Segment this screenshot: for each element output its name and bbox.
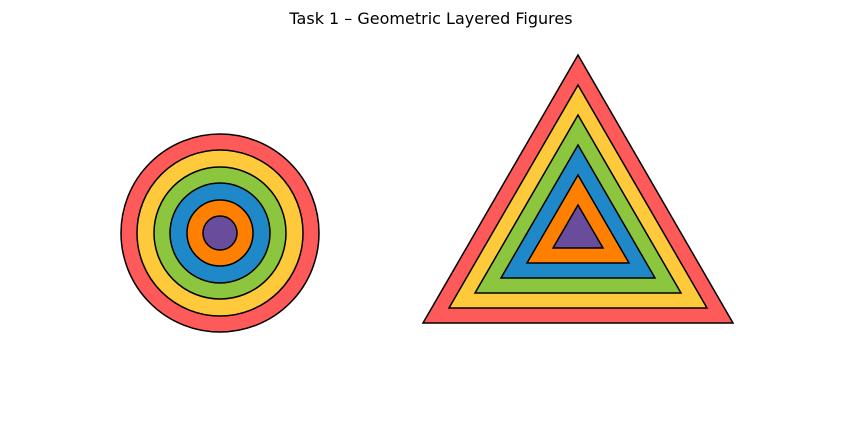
figure-title: Task 1 – Geometric Layered Figures: [289, 9, 573, 28]
concentric-circles: [120, 133, 320, 333]
circle-layer-6: [202, 215, 238, 251]
triangle-layer-6: [551, 203, 605, 249]
nested-triangles: [421, 53, 735, 324]
